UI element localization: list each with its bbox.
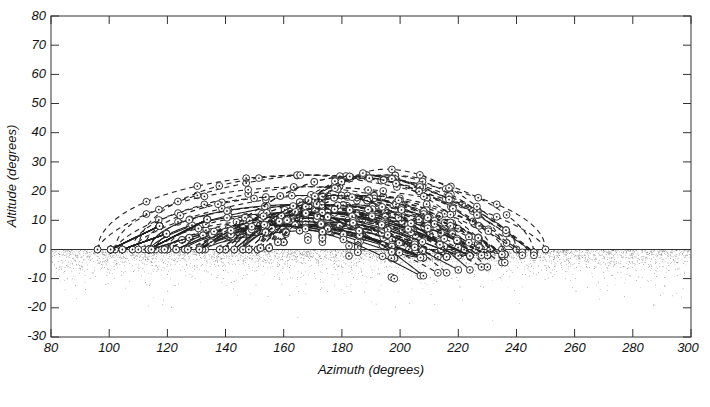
svg-text:70: 70 bbox=[32, 37, 47, 52]
svg-text:10: 10 bbox=[32, 212, 47, 227]
svg-text:Altitude (degrees): Altitude (degrees) bbox=[4, 125, 19, 229]
svg-text:-10: -10 bbox=[27, 270, 47, 285]
svg-text:240: 240 bbox=[504, 340, 527, 355]
svg-text:160: 160 bbox=[273, 340, 295, 355]
svg-text:200: 200 bbox=[388, 340, 411, 355]
svg-text:100: 100 bbox=[98, 340, 120, 355]
svg-text:50: 50 bbox=[32, 95, 47, 110]
svg-text:60: 60 bbox=[32, 66, 47, 81]
svg-text:20: 20 bbox=[31, 183, 47, 198]
svg-text:220: 220 bbox=[446, 340, 469, 355]
svg-text:180: 180 bbox=[331, 340, 353, 355]
svg-text:Azimuth (degrees): Azimuth (degrees) bbox=[317, 362, 424, 377]
svg-text:300: 300 bbox=[677, 340, 699, 355]
svg-text:80: 80 bbox=[44, 340, 59, 355]
svg-text:280: 280 bbox=[621, 340, 644, 355]
svg-text:0: 0 bbox=[39, 241, 47, 256]
svg-text:30: 30 bbox=[32, 154, 47, 169]
svg-text:140: 140 bbox=[215, 340, 237, 355]
svg-text:120: 120 bbox=[156, 340, 178, 355]
svg-text:-20: -20 bbox=[27, 299, 47, 314]
svg-text:260: 260 bbox=[563, 340, 586, 355]
svg-text:40: 40 bbox=[32, 124, 47, 139]
svg-text:80: 80 bbox=[32, 8, 47, 23]
